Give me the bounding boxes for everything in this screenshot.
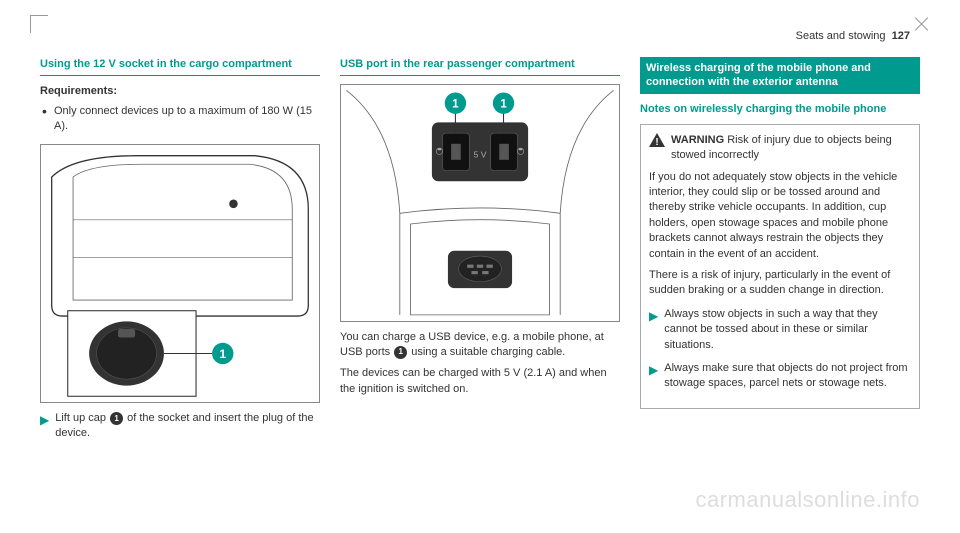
callout-number-usb: 1 (394, 346, 407, 359)
warning-s1-text: Always stow objects in such a way that t… (664, 307, 911, 353)
step-text-a: Lift up cap (55, 412, 109, 424)
warning-s2-text: Always make sure that objects do not pro… (664, 361, 911, 392)
column-1: Using the 12 V socket in the cargo compa… (40, 57, 320, 450)
col3-heading: Wireless charging of the mobile phone an… (640, 57, 920, 94)
svg-text:1: 1 (500, 98, 507, 111)
step-1: ▶ Lift up cap 1 of the socket and insert… (40, 411, 320, 442)
col2-p1-b: using a suitable charging cable. (408, 346, 565, 358)
svg-text:1: 1 (452, 98, 459, 111)
col2-p1: You can charge a USB device, e.g. a mobi… (340, 330, 620, 361)
page-header: Seats and stowing 127 (40, 30, 920, 42)
header-section: Seats and stowing (796, 30, 886, 42)
step-arrow-icon: ▶ (649, 308, 658, 325)
col2-p2: The devices can be charged with 5 V (2.1… (340, 366, 620, 397)
warning-step-1: ▶ Always stow objects in such a way that… (649, 307, 911, 353)
warning-title-text: WARNING Risk of injury due to objects be… (671, 133, 911, 164)
figure-cargo-socket: 1 (40, 144, 320, 403)
step-arrow-icon: ▶ (649, 362, 658, 379)
warning-step-2: ▶ Always make sure that objects do not p… (649, 361, 911, 392)
watermark: carmanualsonline.info (695, 487, 920, 513)
figure-usb-ports: 5 V 1 1 (340, 84, 620, 321)
step-arrow-icon: ▶ (40, 412, 49, 429)
col1-heading: Using the 12 V socket in the cargo compa… (40, 57, 320, 76)
content-columns: Using the 12 V socket in the cargo compa… (40, 57, 920, 450)
warning-p2: There is a risk of injury, particularly … (649, 268, 911, 299)
callout-number-1: 1 (110, 412, 123, 425)
warning-label: WARNING (671, 134, 724, 146)
corner-mark-top-right (912, 15, 930, 33)
warning-title-row: ! WARNING Risk of injury due to objects … (649, 133, 911, 164)
warning-triangle-icon: ! (649, 133, 665, 147)
requirement-item: Only connect devices up to a maximum of … (40, 104, 320, 135)
page-number: 127 (892, 30, 910, 42)
requirements-list: Only connect devices up to a maximum of … (40, 104, 320, 135)
svg-text:5 V: 5 V (474, 150, 487, 160)
column-2: USB port in the rear passenger compartme… (340, 57, 620, 450)
svg-text:!: ! (655, 137, 658, 147)
requirements-label: Requirements: (40, 84, 320, 99)
warning-p1: If you do not adequately stow objects in… (649, 170, 911, 262)
corner-mark-top-left (30, 15, 48, 33)
warning-box: ! WARNING Risk of injury due to objects … (640, 124, 920, 409)
col3-subheading: Notes on wirelessly charging the mobile … (640, 102, 920, 116)
column-3: Wireless charging of the mobile phone an… (640, 57, 920, 450)
col2-heading: USB port in the rear passenger compartme… (340, 57, 620, 76)
svg-text:1: 1 (219, 348, 226, 361)
step-text: Lift up cap 1 of the socket and insert t… (55, 411, 320, 442)
